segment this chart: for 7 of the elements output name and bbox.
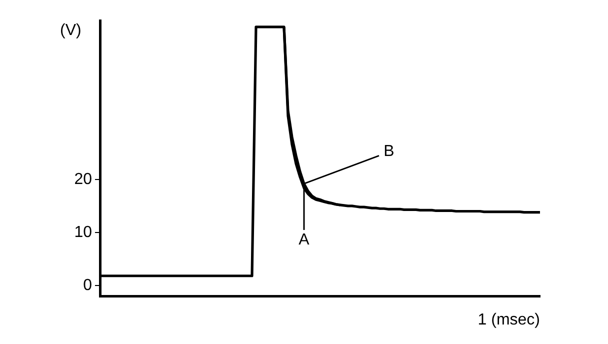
text: B	[384, 143, 394, 160]
y-tick-label: 10	[74, 224, 92, 241]
text: A	[298, 231, 310, 248]
y-tick-label: 0	[83, 276, 92, 294]
y-tick-label: 20	[74, 170, 92, 188]
text: 1 (msec)	[478, 311, 540, 328]
y-axis-title: (V)	[60, 22, 82, 40]
